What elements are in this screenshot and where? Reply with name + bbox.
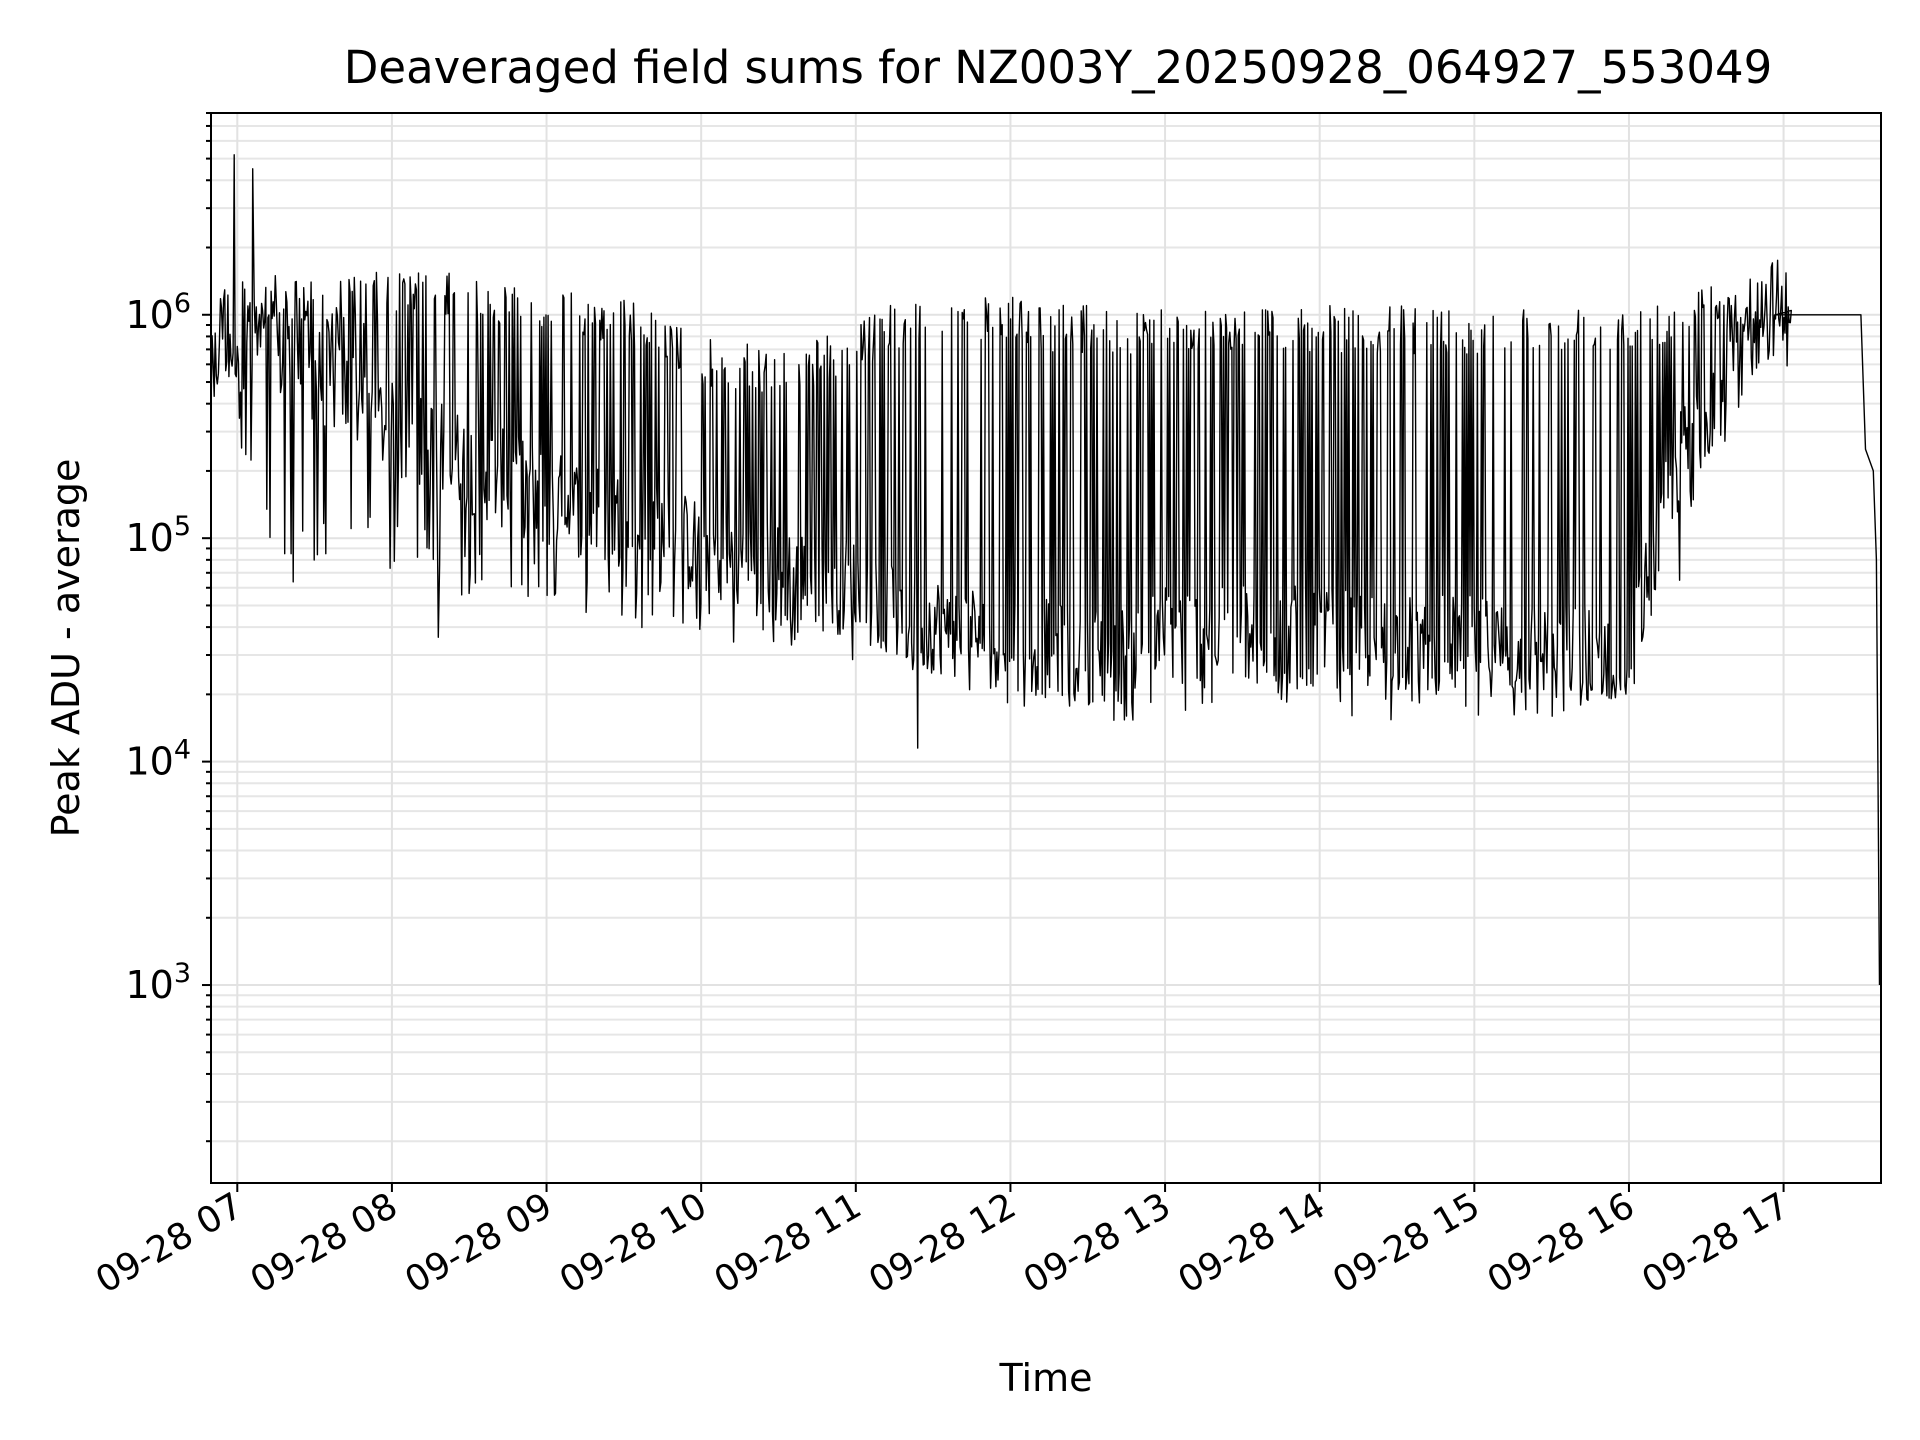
y-tick-label: 103 (125, 958, 191, 1007)
y-tick-exponent: 6 (174, 288, 191, 319)
y-tick-exponent: 3 (174, 958, 191, 989)
grid-lines (211, 112, 1881, 1183)
x-axis-label: Time (999, 1356, 1093, 1400)
plot-frame (210, 112, 1882, 1184)
y-tick-exponent: 5 (174, 511, 191, 542)
y-tick-base: 10 (125, 516, 173, 560)
y-tick-base: 10 (125, 963, 173, 1007)
y-tick-base: 10 (125, 740, 173, 784)
y-tick-label: 104 (125, 735, 191, 784)
y-tick-label: 105 (125, 511, 191, 560)
y-tick-base: 10 (125, 293, 173, 337)
y-tick-label: 106 (125, 288, 191, 337)
series-layer (210, 154, 1881, 986)
series-line-field-sums (210, 154, 1881, 986)
y-tick-exponent: 4 (174, 735, 191, 766)
chart-title: Deaveraged field sums for NZ003Y_2025092… (344, 41, 1773, 94)
y-axis-label: Peak ADU - average (44, 459, 88, 838)
